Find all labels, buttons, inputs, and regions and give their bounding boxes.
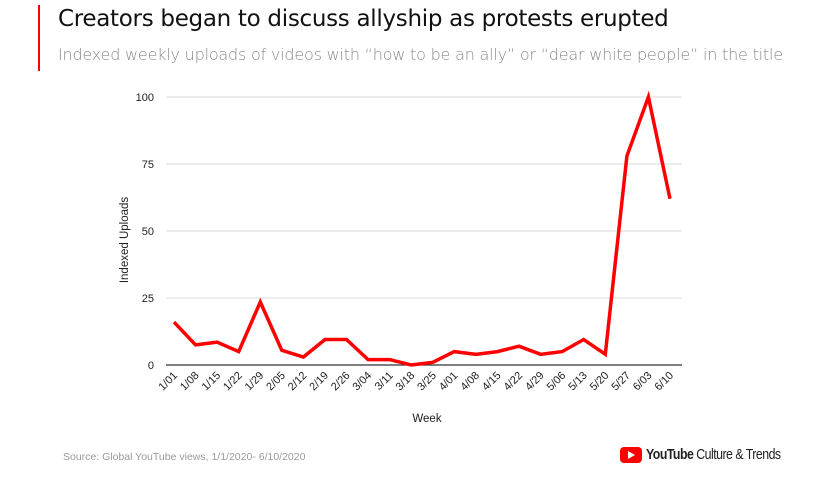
- y-tick-label: 25: [142, 293, 154, 305]
- x-axis-label: Week: [412, 413, 441, 425]
- x-tick-label: 4/29: [523, 370, 547, 394]
- x-tick-label: 4/01: [437, 370, 461, 394]
- logo-text: YouTube Culture & Trends: [646, 447, 781, 463]
- x-tick-label: 5/20: [588, 370, 612, 394]
- logo-brand: YouTube: [646, 447, 694, 463]
- source-note: Source: Global YouTube views, 1/1/2020- …: [63, 451, 306, 463]
- x-tick-label: 1/22: [221, 370, 245, 394]
- y-axis-label: Indexed Uploads: [119, 197, 131, 284]
- x-tick-label: 3/25: [415, 370, 439, 394]
- logo-suffix: Culture & Trends: [696, 447, 781, 463]
- x-tick-labels: 1/011/081/151/221/292/052/122/192/263/04…: [156, 370, 676, 394]
- x-tick-label: 4/22: [502, 370, 526, 394]
- y-tick-label: 0: [148, 360, 154, 372]
- x-tick-label: 4/08: [458, 370, 482, 394]
- chart-subtitle: Indexed weekly uploads of videos with “h…: [58, 45, 783, 64]
- x-tick-label: 1/29: [243, 370, 267, 394]
- x-tick-label: 6/10: [652, 370, 676, 394]
- y-tick-label: 100: [136, 92, 154, 104]
- youtube-culture-trends-logo: YouTube Culture & Trends: [620, 447, 804, 463]
- x-tick-label: 1/15: [200, 370, 224, 394]
- y-tick-label: 75: [142, 159, 154, 171]
- series-group: [172, 90, 672, 367]
- chart-title: Creators began to discuss allyship as pr…: [58, 6, 669, 32]
- gridlines: [166, 96, 682, 366]
- title-accent-bar: [38, 5, 40, 71]
- y-tick-labels: 0 25 50 75 100: [136, 92, 154, 372]
- x-tick-label: 5/13: [566, 370, 590, 394]
- x-tick-label: 1/08: [178, 370, 202, 394]
- x-tick-label: 5/27: [609, 370, 633, 394]
- x-tick-label: 4/15: [480, 370, 504, 394]
- x-tick-label: 1/01: [156, 370, 180, 394]
- x-tick-label: 3/18: [394, 370, 418, 394]
- x-tick-label: 3/11: [373, 370, 396, 393]
- x-tick-label: 2/19: [307, 370, 331, 394]
- x-tick-label: 2/26: [329, 370, 353, 394]
- x-tick-label: 5/06: [545, 370, 569, 394]
- x-tick-label: 3/04: [351, 370, 375, 394]
- y-tick-label: 50: [142, 226, 154, 238]
- youtube-play-icon: [620, 447, 642, 463]
- x-tick-label: 2/05: [264, 370, 288, 394]
- series-line: [172, 90, 672, 367]
- x-tick-label: 2/12: [286, 370, 310, 394]
- x-tick-label: 6/03: [631, 370, 655, 394]
